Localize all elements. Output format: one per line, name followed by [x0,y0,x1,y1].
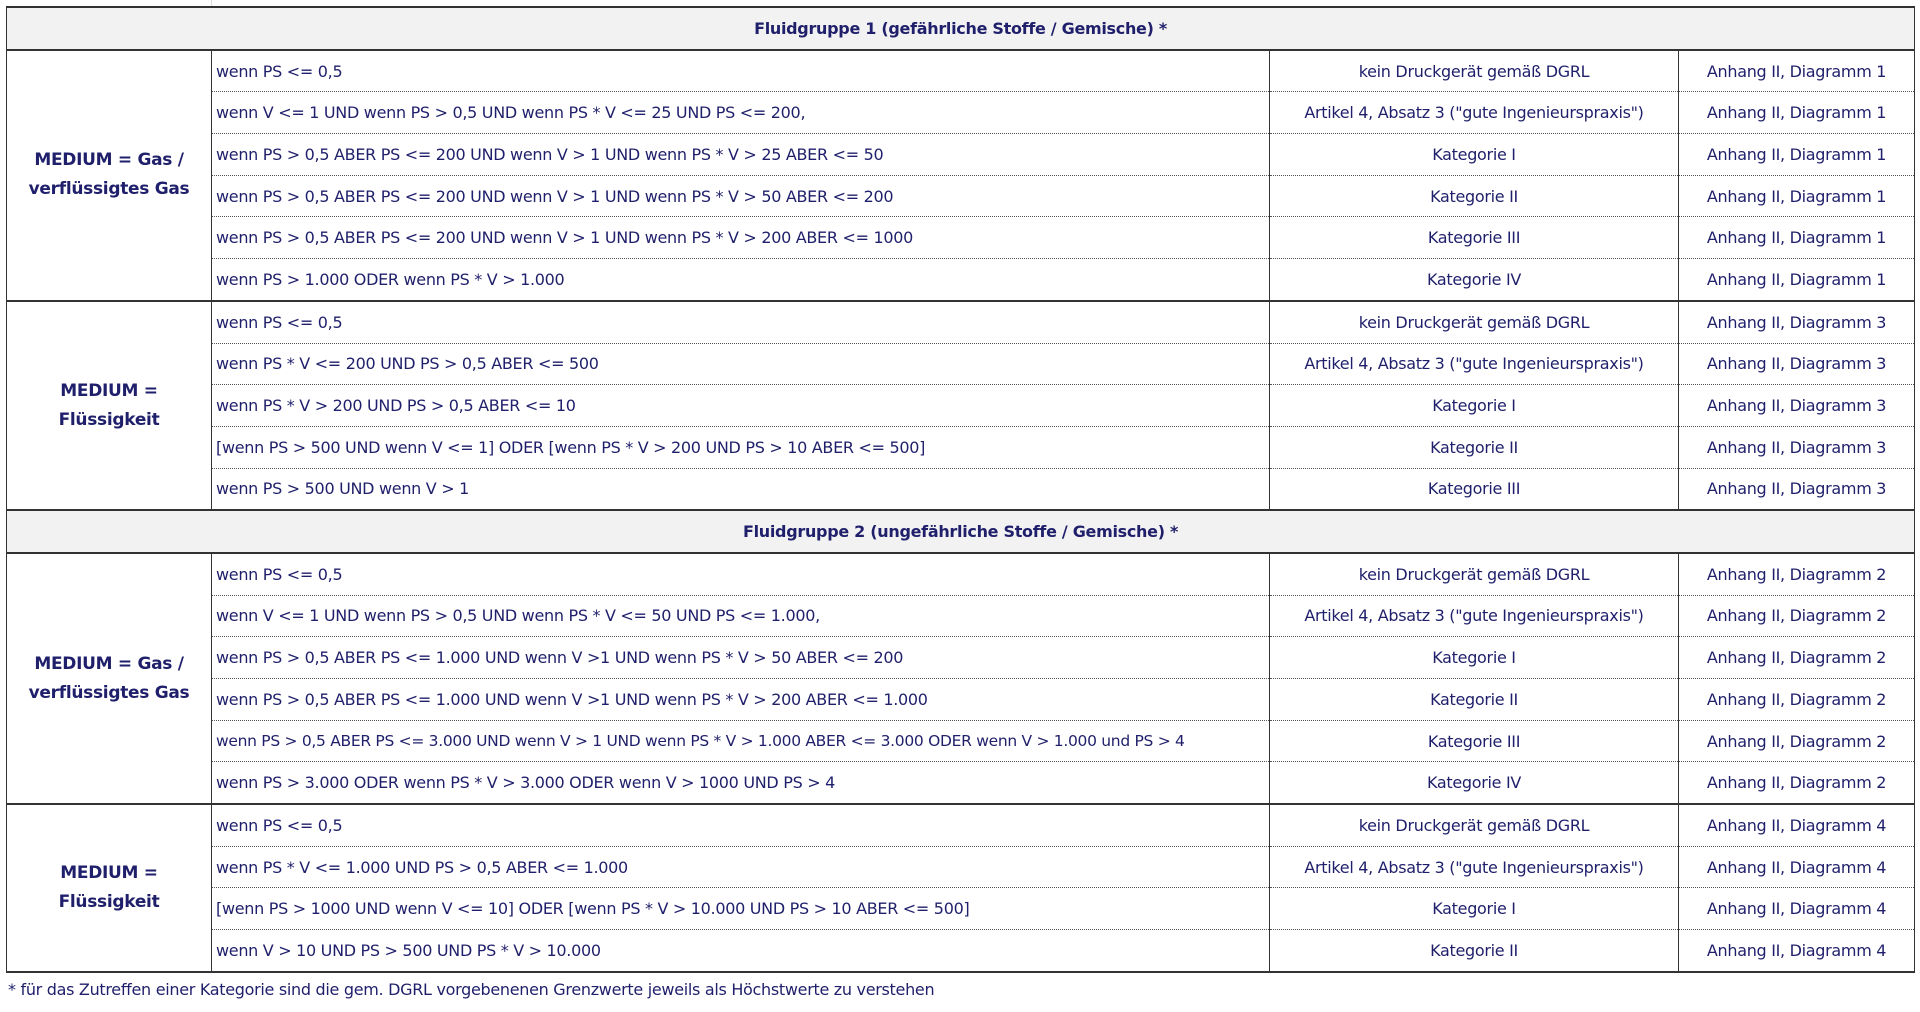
table-row: wenn PS > 1.000 ODER wenn PS * V > 1.000… [7,258,1916,302]
category-cell: Artikel 4, Absatz 3 ("gute Ingenieurspra… [1269,91,1679,135]
table-row: wenn PS > 0,5 ABER PS <= 200 UND wenn V … [7,133,1916,176]
condition-cell: wenn PS > 3.000 ODER wenn PS * V > 3.000… [211,761,1270,806]
category-cell: Artikel 4, Absatz 3 ("gute Ingenieurspra… [1269,845,1679,889]
section-title: Fluidgruppe 1 (gefährliche Stoffe / Gemi… [5,6,1916,51]
medium-label: MEDIUM = Flüssigkeit [6,299,212,512]
table-row: wenn PS > 0,5 ABER PS <= 1.000 UND wenn … [7,636,1916,679]
condition-cell: wenn PS > 0,5 ABER PS <= 200 UND wenn V … [211,216,1270,260]
section-header-row: Fluidgruppe 2 (ungefährliche Stoffe / Ge… [5,509,1916,554]
reference-cell: Anhang II, Diagramm 4 [1677,929,1916,973]
reference-cell: Anhang II, Diagramm 1 [1677,216,1916,260]
category-cell: Kategorie III [1269,216,1679,260]
table-row: wenn PS * V <= 1.000 UND PS > 0,5 ABER <… [7,845,1916,889]
condition-cell: wenn PS > 0,5 ABER PS <= 200 UND wenn V … [211,133,1270,176]
category-cell: Kategorie III [1269,719,1679,763]
table-row: wenn V > 10 UND PS > 500 UND PS * V > 10… [7,929,1916,973]
condition-cell: wenn PS > 0,5 ABER PS <= 1.000 UND wenn … [211,636,1270,679]
medium-label: MEDIUM = Flüssigkeit [6,803,212,973]
category-cell: Kategorie IV [1269,761,1679,806]
table-row: wenn PS > 3.000 ODER wenn PS * V > 3.000… [7,761,1916,806]
reference-cell: Anhang II, Diagramm 2 [1677,636,1916,679]
table-row: MEDIUM = Gas / verflüssigtes Gas wenn PS … [6,48,1916,302]
category-cell: Kategorie I [1269,384,1679,427]
table-row: wenn PS * V <= 200 UND PS > 0,5 ABER <= … [7,342,1916,386]
category-cell: kein Druckgerät gemäß DGRL [1269,299,1679,344]
condition-cell: wenn V <= 1 UND wenn PS > 0,5 UND wenn P… [211,91,1270,135]
condition-cell: wenn PS * V > 200 UND PS > 0,5 ABER <= 1… [211,384,1270,427]
condition-cell: wenn PS * V <= 1.000 UND PS > 0,5 ABER <… [211,845,1270,889]
reference-cell: Anhang II, Diagramm 2 [1677,761,1916,806]
reference-cell: Anhang II, Diagramm 4 [1677,803,1916,847]
reference-cell: Anhang II, Diagramm 2 [1677,594,1916,638]
category-cell: Kategorie IV [1269,258,1679,302]
table-row: wenn PS * V > 200 UND PS > 0,5 ABER <= 1… [7,384,1916,427]
category-cell: Artikel 4, Absatz 3 ("gute Ingenieurspra… [1269,342,1679,386]
table-row: wenn V <= 1 UND wenn PS > 0,5 UND wenn P… [7,91,1916,135]
reference-cell: Anhang II, Diagramm 4 [1677,887,1916,931]
reference-cell: Anhang II, Diagramm 1 [1677,48,1916,93]
category-cell: kein Druckgerät gemäß DGRL [1269,48,1679,93]
condition-cell: wenn PS <= 0,5 [211,299,1270,344]
category-cell: Kategorie II [1269,425,1679,469]
section-header-row: Fluidgruppe 1 (gefährliche Stoffe / Gemi… [5,6,1916,51]
reference-cell: Anhang II, Diagramm 3 [1677,467,1916,512]
table-row: wenn PS > 0,5 ABER PS <= 200 UND wenn V … [7,216,1916,260]
reference-cell: Anhang II, Diagramm 1 [1677,174,1916,218]
reference-cell: Anhang II, Diagramm 2 [1677,719,1916,763]
category-cell: Kategorie II [1269,174,1679,218]
table-row: [wenn PS > 1000 UND wenn V <= 10] ODER [… [7,887,1916,931]
reference-cell: Anhang II, Diagramm 3 [1677,384,1916,427]
condition-cell: wenn PS * V <= 200 UND PS > 0,5 ABER <= … [211,342,1270,386]
category-cell: Kategorie I [1269,636,1679,679]
table-row: wenn PS > 0,5 ABER PS <= 200 UND wenn V … [7,174,1916,218]
reference-cell: Anhang II, Diagramm 2 [1677,678,1916,721]
category-cell: Kategorie I [1269,887,1679,931]
category-cell: Kategorie II [1269,929,1679,973]
medium-label: MEDIUM = Gas / verflüssigtes Gas [6,551,212,806]
reference-cell: Anhang II, Diagramm 1 [1677,258,1916,302]
condition-cell: wenn PS > 500 UND wenn V > 1 [211,467,1270,512]
reference-cell: Anhang II, Diagramm 3 [1677,425,1916,469]
table-row: wenn PS > 0,5 ABER PS <= 1.000 UND wenn … [7,678,1916,721]
table-row: MEDIUM = Flüssigkeit wenn PS <= 0,5 kein D… [6,299,1916,512]
reference-cell: Anhang II, Diagramm 4 [1677,845,1916,889]
condition-cell: wenn PS <= 0,5 [211,551,1270,596]
category-cell: kein Druckgerät gemäß DGRL [1269,551,1679,596]
table-row: wenn PS > 500 UND wenn V > 1 Kategorie II… [7,467,1916,512]
footnote: * für das Zutreffen einer Kategorie sind… [8,980,935,999]
medium-label: MEDIUM = Gas / verflüssigtes Gas [6,48,212,302]
table-row: [wenn PS > 500 UND wenn V <= 1] ODER [we… [7,425,1916,469]
reference-cell: Anhang II, Diagramm 1 [1677,91,1916,135]
category-cell: Kategorie II [1269,678,1679,721]
category-cell: kein Druckgerät gemäß DGRL [1269,803,1679,847]
reference-cell: Anhang II, Diagramm 2 [1677,551,1916,596]
category-cell: Artikel 4, Absatz 3 ("gute Ingenieurspra… [1269,594,1679,638]
divider [211,0,212,6]
condition-cell: wenn PS <= 0,5 [211,803,1270,847]
condition-cell: wenn PS <= 0,5 [211,48,1270,93]
section-title: Fluidgruppe 2 (ungefährliche Stoffe / Ge… [5,509,1916,554]
reference-cell: Anhang II, Diagramm 3 [1677,299,1916,344]
table-row: wenn PS > 0,5 ABER PS <= 3.000 UND wenn … [7,719,1916,763]
table-row: MEDIUM = Flüssigkeit wenn PS <= 0,5 kein D… [6,803,1916,973]
condition-cell: [wenn PS > 500 UND wenn V <= 1] ODER [we… [211,425,1270,469]
condition-cell: wenn PS > 1.000 ODER wenn PS * V > 1.000 [211,258,1270,302]
condition-cell: [wenn PS > 1000 UND wenn V <= 10] ODER [… [211,887,1270,931]
reference-cell: Anhang II, Diagramm 3 [1677,342,1916,386]
condition-cell: wenn PS > 0,5 ABER PS <= 1.000 UND wenn … [211,678,1270,721]
category-cell: Kategorie I [1269,133,1679,176]
condition-cell: wenn PS > 0,5 ABER PS <= 3.000 UND wenn … [211,719,1270,763]
table-row: wenn V <= 1 UND wenn PS > 0,5 UND wenn P… [7,594,1916,638]
reference-cell: Anhang II, Diagramm 1 [1677,133,1916,176]
table-row: MEDIUM = Gas / verflüssigtes Gas wenn PS … [6,551,1916,806]
condition-cell: wenn V <= 1 UND wenn PS > 0,5 UND wenn P… [211,594,1270,638]
category-cell: Kategorie III [1269,467,1679,512]
condition-cell: wenn PS > 0,5 ABER PS <= 200 UND wenn V … [211,174,1270,218]
condition-cell: wenn V > 10 UND PS > 500 UND PS * V > 10… [211,929,1270,973]
dgrl-category-table: Fluidgruppe 1 (gefährliche Stoffe / Gemi… [5,6,1916,973]
